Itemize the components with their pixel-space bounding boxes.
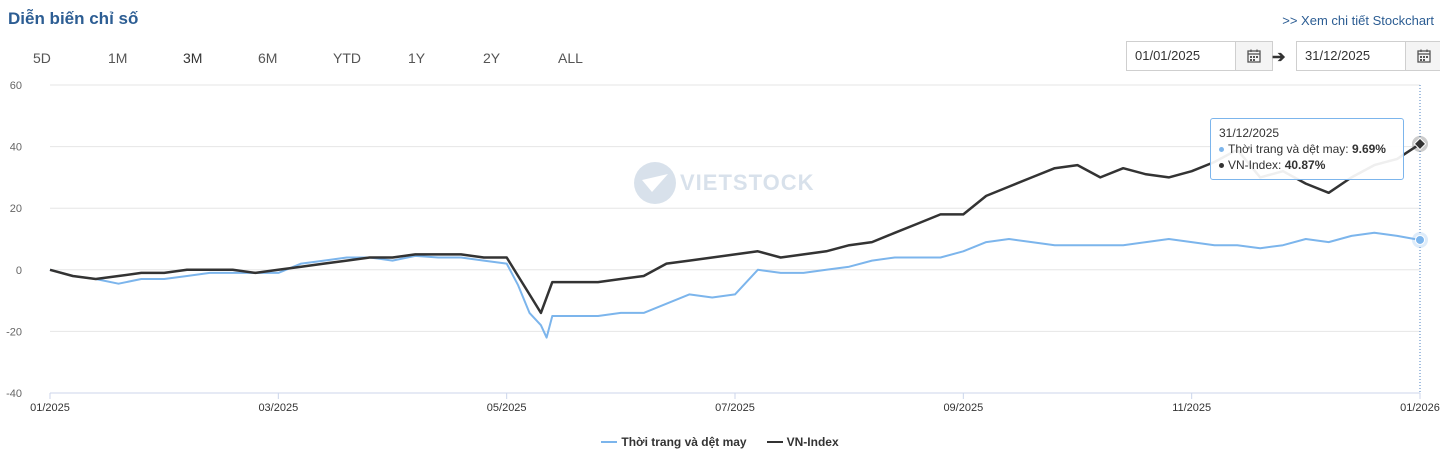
y-tick-label: -20 [6, 326, 22, 338]
range-button-6m[interactable]: 6M [258, 50, 278, 66]
tooltip-label: Thời trang và dệt may: [1228, 142, 1349, 156]
date-from-input[interactable]: 01/01/2025 [1127, 42, 1236, 70]
y-tick-label: 0 [16, 265, 22, 277]
calendar-icon[interactable] [1406, 42, 1440, 70]
tooltip-row-textile: Thời trang và dệt may: 9.69% [1219, 141, 1395, 157]
chart-legend: Thời trang và dệt may VN-Index [0, 435, 1440, 449]
range-button-ytd[interactable]: YTD [333, 50, 361, 66]
tooltip-date: 31/12/2025 [1219, 126, 1280, 140]
series-dot-icon [1219, 147, 1224, 153]
vietstock-watermark: VIETSTOCK [632, 160, 815, 206]
series-line-vnindex [49, 142, 1421, 315]
x-tick-label: 11/2025 [1172, 402, 1211, 414]
chart-tooltip: 31/12/2025 Thời trang và dệt may: 9.69% … [1210, 118, 1404, 180]
series-end-marker [1413, 137, 1427, 151]
tooltip-value: 9.69% [1351, 142, 1386, 156]
date-to-input[interactable]: 31/12/2025 [1297, 42, 1406, 70]
y-tick-label: 40 [10, 142, 22, 154]
range-selector: 5D 1M 3M 6M YTD 1Y 2Y ALL [20, 50, 620, 66]
legend-swatch [601, 441, 618, 443]
range-button-1y[interactable]: 1Y [408, 50, 426, 66]
range-button-3m[interactable]: 3M [183, 50, 203, 66]
legend-label: VN-Index [786, 435, 839, 449]
watermark-text: VIETSTOCK [680, 170, 815, 195]
legend-label: Thời trang và dệt may [621, 435, 747, 449]
series-end-marker [1415, 234, 1425, 245]
index-line-chart[interactable]: 60 40 20 0 -20 -40 01/2025 03/2025 05/2025 07/202… [0, 78, 1440, 418]
y-tick-label: 60 [10, 80, 22, 92]
arrow-right-icon: ➔ [1272, 49, 1286, 66]
date-from-picker[interactable]: 01/01/2025 [1126, 41, 1273, 71]
x-tick-label: 01/2026 [1400, 402, 1440, 414]
series-dot-icon [1219, 163, 1224, 169]
calendar-icon[interactable] [1236, 42, 1272, 70]
legend-item-textile[interactable]: Thời trang và dệt may [601, 435, 747, 449]
tooltip-value: 40.87% [1284, 158, 1326, 172]
page-title: Diễn biến chỉ số [8, 9, 139, 28]
y-tick-label: -40 [6, 388, 22, 400]
date-to-picker[interactable]: 31/12/2025 [1296, 41, 1440, 71]
x-tick-label: 07/2025 [715, 402, 755, 414]
range-button-all[interactable]: ALL [558, 50, 583, 66]
x-tick-label: 03/2025 [258, 402, 298, 414]
x-tick-label: 05/2025 [487, 402, 527, 414]
range-button-1m[interactable]: 1M [108, 50, 128, 66]
range-button-2y[interactable]: 2Y [483, 50, 501, 66]
tooltip-row-vnindex: VN-Index: 40.87% [1219, 157, 1395, 173]
x-tick-label: 09/2025 [943, 402, 983, 414]
y-tick-label: 20 [10, 203, 22, 215]
tooltip-label: VN-Index: [1228, 158, 1282, 172]
x-tick-label: 01/2025 [30, 402, 70, 414]
legend-swatch [766, 441, 783, 443]
legend-item-vnindex[interactable]: VN-Index [766, 435, 839, 449]
series-line-textile [49, 231, 1421, 339]
range-button-5d[interactable]: 5D [33, 50, 51, 66]
stockchart-detail-link[interactable]: >> Xem chi tiết Stockchart [1282, 13, 1434, 28]
